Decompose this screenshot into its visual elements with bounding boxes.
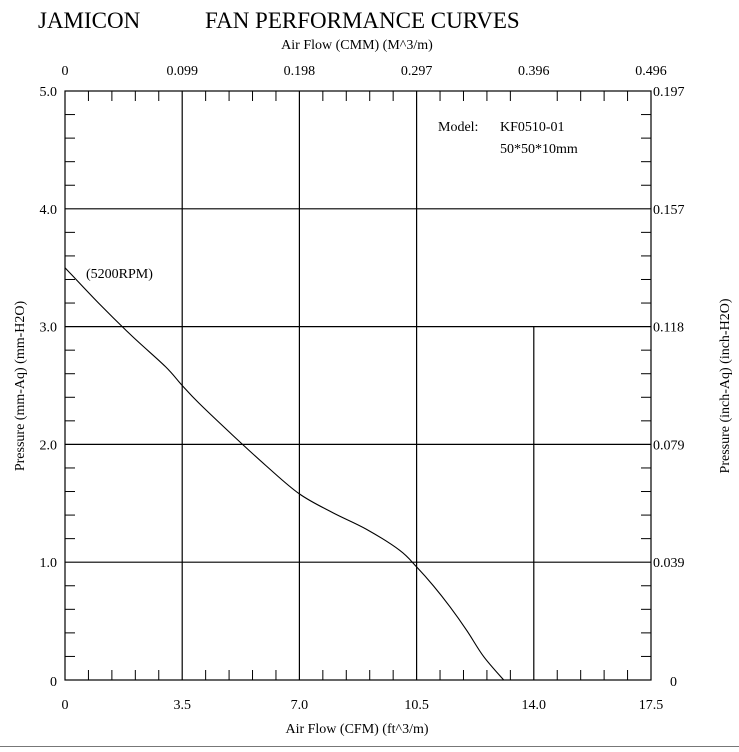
y-tick-label: 4.0	[40, 203, 58, 218]
x-tick-label: 0	[62, 698, 69, 713]
y-tick-label: 3.0	[40, 321, 58, 336]
y-right-tick-label: 0	[670, 675, 677, 690]
y-tick-label: 0	[50, 675, 57, 690]
x-tick-label: 14.0	[522, 698, 547, 713]
brand-name: JAMICON	[38, 8, 141, 33]
y-axis-label-right: Pressure (inch-Aq) (inch-H2O)	[718, 298, 733, 473]
chart-grid	[65, 91, 651, 680]
x-axis-label-bottom: Air Flow (CFM) (ft^3/m)	[285, 722, 428, 737]
tick-labels: 0 3.5 7.0 10.5 14.0 17.5 0 0.099 0.198 0.297 0.396…	[40, 64, 685, 713]
chart-title: FAN PERFORMANCE CURVES	[205, 8, 520, 33]
model-size: 50*50*10mm	[500, 142, 578, 157]
y-right-tick-label: 0.118	[653, 321, 684, 336]
y-axis-label-left: Pressure (mm-Aq) (mm-H2O)	[13, 301, 28, 472]
x-axis-label-top: Air Flow (CMM) (M^3/m)	[281, 38, 433, 53]
y-right-tick-label: 0.157	[653, 203, 685, 218]
x-tick-label: 3.5	[173, 698, 191, 713]
y-tick-label: 5.0	[40, 85, 58, 100]
x-top-tick-label: 0.198	[284, 64, 316, 79]
series-label-5200rpm: (5200RPM)	[86, 267, 153, 282]
y-tick-label: 2.0	[40, 438, 58, 453]
x-top-tick-label: 0	[62, 64, 69, 79]
y-right-tick-label: 0.197	[653, 85, 685, 100]
series-curve-5200rpm	[64, 267, 505, 681]
y-right-tick-label: 0.079	[653, 438, 685, 453]
y-tick-label: 1.0	[40, 556, 58, 571]
x-top-tick-label: 0.099	[166, 64, 198, 79]
x-top-tick-label: 0.297	[401, 64, 433, 79]
x-tick-label: 17.5	[639, 698, 664, 713]
x-top-tick-label: 0.396	[518, 64, 550, 79]
y-right-tick-label: 0.039	[653, 556, 685, 571]
model-name: KF0510-01	[500, 120, 565, 135]
x-top-tick-label: 0.496	[635, 64, 667, 79]
plot-frame	[64, 90, 652, 681]
model-info-box	[430, 112, 600, 162]
model-label: Model:	[438, 120, 478, 135]
chart-ticks	[65, 91, 651, 680]
x-tick-label: 10.5	[404, 698, 429, 713]
x-tick-label: 7.0	[291, 698, 309, 713]
bottom-border-line	[0, 746, 739, 747]
